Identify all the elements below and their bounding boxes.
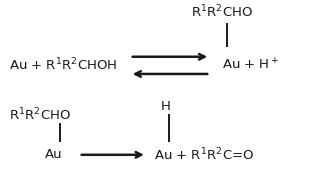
Text: Au + R$^1$R$^2$C=O: Au + R$^1$R$^2$C=O: [154, 147, 255, 163]
Text: R$^1$R$^2$CHO: R$^1$R$^2$CHO: [191, 4, 254, 20]
Text: Au: Au: [45, 148, 63, 161]
Text: Au + R$^1$R$^2$CHOH: Au + R$^1$R$^2$CHOH: [9, 57, 118, 74]
Text: Au + H$^+$: Au + H$^+$: [222, 58, 280, 73]
Text: H: H: [160, 100, 170, 113]
Text: R$^1$R$^2$CHO: R$^1$R$^2$CHO: [9, 107, 71, 123]
